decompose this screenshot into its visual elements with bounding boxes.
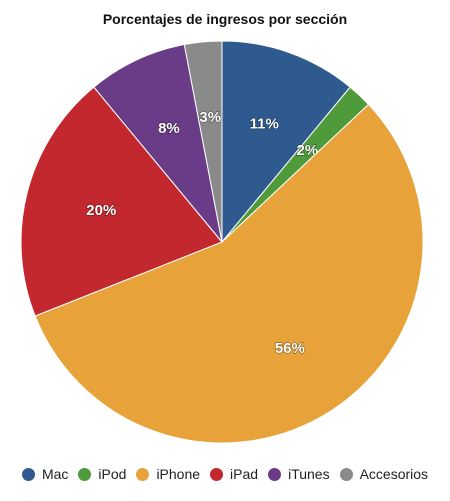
legend-swatch-mac — [21, 467, 35, 481]
legend-label-accesorios: Accesorios — [359, 466, 429, 482]
legend-item-accesorios: Accesorios — [339, 466, 429, 482]
pie-slice-itunes — [93, 43, 223, 243]
legend-swatch-ipad — [210, 467, 224, 481]
legend-item-ipod: iPod — [78, 466, 126, 482]
legend-swatch-iphone — [136, 467, 150, 481]
legend-label-ipod: iPod — [98, 466, 127, 482]
chart-title: Porcentajes de ingresos por sección — [102, 11, 348, 27]
pie-slice-iphone — [34, 103, 424, 444]
legend-label-iphone: iPhone — [156, 466, 201, 482]
pie-slice-ipad — [20, 86, 223, 317]
legend-item-iphone: iPhone — [136, 466, 200, 482]
legend-label-itunes: iTunes — [288, 466, 330, 482]
legend-swatch-accesorios — [339, 467, 353, 481]
legend-label-ipad: iPad — [230, 466, 259, 482]
pie-slice-accesorios — [183, 40, 223, 243]
pie-slice-mac — [221, 40, 351, 244]
slice-label-ipod: 2% — [296, 142, 318, 159]
legend-label-mac: Mac — [41, 466, 69, 482]
slice-label-accesorios: 3% — [199, 109, 221, 126]
chart-legend: Mac iPod iPhone iPad iTunes Accesorios — [0, 466, 450, 482]
legend-item-itunes: iTunes — [268, 466, 330, 482]
legend-swatch-ipod — [78, 467, 92, 481]
legend-item-ipad: iPad — [210, 466, 258, 482]
slice-label-itunes: 8% — [158, 120, 180, 137]
legend-item-mac: Mac — [21, 466, 69, 482]
legend-swatch-itunes — [268, 467, 282, 481]
slice-label-ipad: 20% — [86, 202, 116, 219]
slice-label-iphone: 56% — [275, 340, 305, 357]
slice-label-mac: 11% — [250, 116, 279, 133]
